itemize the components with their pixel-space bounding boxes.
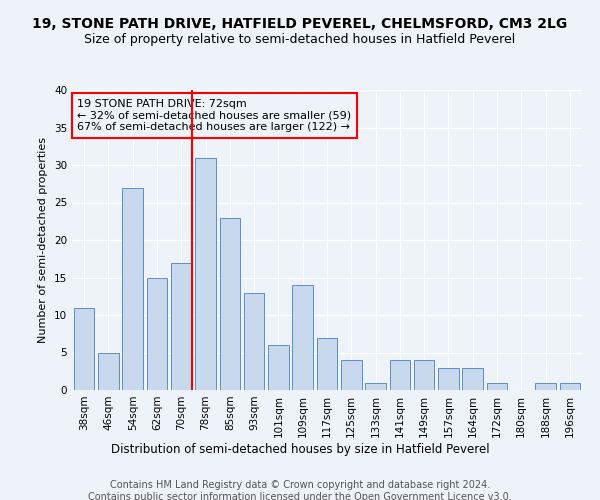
Bar bbox=[292, 285, 313, 390]
Text: Contains HM Land Registry data © Crown copyright and database right 2024.
Contai: Contains HM Land Registry data © Crown c… bbox=[88, 480, 512, 500]
Bar bbox=[535, 382, 556, 390]
Bar bbox=[195, 158, 216, 390]
Bar bbox=[98, 352, 119, 390]
Bar bbox=[438, 368, 459, 390]
Bar bbox=[317, 338, 337, 390]
Text: Size of property relative to semi-detached houses in Hatfield Peverel: Size of property relative to semi-detach… bbox=[85, 32, 515, 46]
Bar bbox=[268, 345, 289, 390]
Bar bbox=[389, 360, 410, 390]
Bar bbox=[487, 382, 508, 390]
Bar bbox=[414, 360, 434, 390]
Bar bbox=[146, 278, 167, 390]
Bar bbox=[74, 308, 94, 390]
Text: 19 STONE PATH DRIVE: 72sqm
← 32% of semi-detached houses are smaller (59)
67% of: 19 STONE PATH DRIVE: 72sqm ← 32% of semi… bbox=[77, 99, 351, 132]
Bar bbox=[463, 368, 483, 390]
Text: 19, STONE PATH DRIVE, HATFIELD PEVEREL, CHELMSFORD, CM3 2LG: 19, STONE PATH DRIVE, HATFIELD PEVEREL, … bbox=[32, 18, 568, 32]
Bar bbox=[220, 218, 240, 390]
Bar bbox=[171, 262, 191, 390]
Text: Distribution of semi-detached houses by size in Hatfield Peverel: Distribution of semi-detached houses by … bbox=[110, 442, 490, 456]
Bar bbox=[122, 188, 143, 390]
Bar bbox=[341, 360, 362, 390]
Bar bbox=[365, 382, 386, 390]
Bar bbox=[244, 292, 265, 390]
Y-axis label: Number of semi-detached properties: Number of semi-detached properties bbox=[38, 137, 49, 343]
Bar bbox=[560, 382, 580, 390]
